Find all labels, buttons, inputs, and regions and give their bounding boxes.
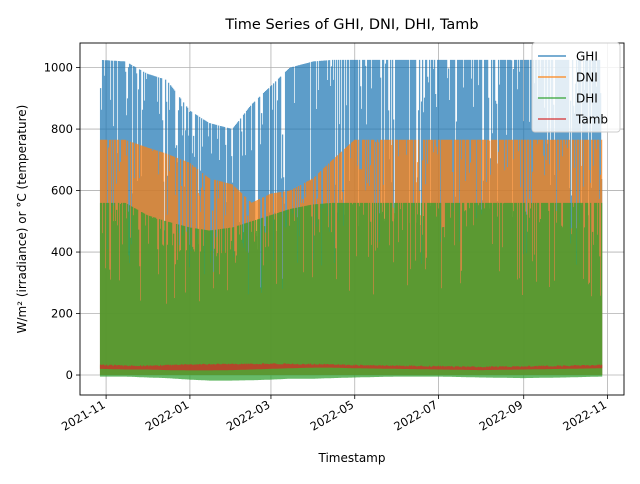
legend: GHI DNI DHI Tamb — [531, 42, 621, 133]
y-tick-label: 800 — [51, 122, 73, 136]
series-dhi — [99, 202, 603, 381]
y-axis: 0 200 400 600 800 1000 — [44, 61, 80, 382]
y-tick-label: 200 — [51, 307, 73, 321]
series-layer — [99, 59, 603, 381]
y-tick-label: 400 — [51, 245, 73, 259]
legend-label-dni: DNI — [576, 71, 598, 85]
legend-label-dhi: DHI — [576, 92, 598, 106]
legend-label-tamb: Tamb — [575, 113, 608, 127]
plot-frame — [79, 42, 625, 396]
legend-box — [531, 42, 621, 133]
x-axis-label: Timestamp — [318, 451, 386, 465]
series-tamb — [99, 363, 603, 371]
chart-title: Time Series of GHI, DNI, DHI, Tamb — [224, 17, 478, 33]
y-tick-label: 0 — [66, 368, 73, 382]
y-axis-label: W/m² (irradiance) or °C (temperature) — [15, 105, 29, 334]
legend-label-ghi: GHI — [576, 50, 598, 64]
y-tick-label: 1000 — [44, 61, 73, 75]
y-tick-label: 600 — [51, 184, 73, 198]
